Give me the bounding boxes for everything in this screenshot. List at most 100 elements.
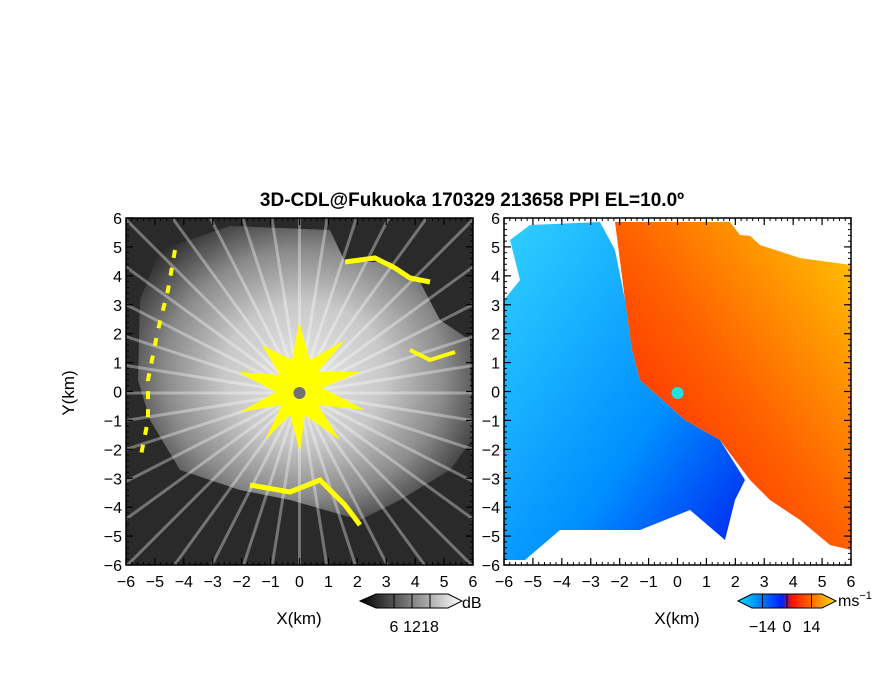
x-tick-label: 2 <box>731 574 740 591</box>
intensity-ray <box>298 391 473 484</box>
x-tick-label: 0 <box>673 574 682 591</box>
left-panel <box>126 218 473 565</box>
x-tick-label: 5 <box>440 574 449 591</box>
left-ylabel: Y(km) <box>59 370 78 415</box>
x-tick-label: 3 <box>382 574 391 591</box>
x-tick-label: 0 <box>295 574 304 591</box>
right-axes: −6 −5 −4 −3 −2 −1 0 1 2 3 4 5 6 6 5 4 3 2 1 0 −1 −2 −3 −4 −5 −6 <box>482 211 856 591</box>
intensity-ray <box>298 265 473 395</box>
colorbar-left: 6 12 18 dB <box>358 593 482 636</box>
y-tick-label: −5 <box>482 529 500 546</box>
intensity-ray <box>126 218 301 395</box>
intensity-ray <box>298 391 473 521</box>
x-tick-label: −6 <box>117 574 135 591</box>
colorbar-tick-label: 18 <box>421 619 439 636</box>
x-tick-label: −3 <box>582 574 600 591</box>
x-tick-label: 6 <box>847 574 856 591</box>
right-panel <box>504 218 851 565</box>
x-tick-label: −6 <box>495 574 513 591</box>
y-tick-label: −5 <box>104 529 122 546</box>
y-tick-label: 5 <box>491 240 500 257</box>
intensity-ray <box>298 392 357 565</box>
colorbar-tick-label: 0 <box>783 619 792 636</box>
colorbar-tick-label: −14 <box>749 619 776 636</box>
radar-center-right <box>671 387 684 399</box>
intensity-ray <box>210 392 301 565</box>
intensity-rays <box>126 218 473 565</box>
x-tick-label: −4 <box>553 574 571 591</box>
y-tick-label: −4 <box>104 500 122 517</box>
x-tick-label: 5 <box>818 574 827 591</box>
y-tick-label: 0 <box>491 385 500 402</box>
x-tick-label: −2 <box>233 574 251 591</box>
intensity-ray <box>126 391 301 484</box>
intensity-ray <box>242 392 301 565</box>
intensity-ray <box>298 392 389 565</box>
white-gap-top <box>735 222 851 265</box>
y-tick-label: 4 <box>113 269 122 286</box>
y-tick-label: 1 <box>491 356 500 373</box>
x-tick-label: 6 <box>469 574 478 591</box>
colorbar-right: −14 0 14 ms−1 <box>736 590 872 636</box>
yellow-edge-south <box>249 477 362 527</box>
x-tick-label: −3 <box>204 574 222 591</box>
y-tick-label: 2 <box>491 327 500 344</box>
y-tick-label: 2 <box>113 327 122 344</box>
y-tick-label: −4 <box>482 500 500 517</box>
intensity-ray <box>270 392 301 565</box>
colorbar-tick-label: 12 <box>403 619 421 636</box>
x-tick-label: 4 <box>789 574 798 591</box>
y-tick-label: −3 <box>104 471 122 488</box>
x-tick-label: 1 <box>702 574 711 591</box>
y-tick-label: −2 <box>104 442 122 459</box>
intensity-ray <box>298 218 358 394</box>
y-tick-label: 6 <box>491 211 500 228</box>
intensity-ray <box>126 265 301 395</box>
unit-exponent: −1 <box>859 590 872 602</box>
x-tick-label: 4 <box>411 574 420 591</box>
y-tick-label: −1 <box>482 413 500 430</box>
radar-center-left <box>293 387 306 399</box>
x-tick-label: −1 <box>261 574 279 591</box>
intensity-ray <box>126 391 300 422</box>
x-tick-label: −5 <box>524 574 542 591</box>
x-tick-label: −1 <box>639 574 657 591</box>
y-tick-label: −3 <box>482 471 500 488</box>
right-xlabel: X(km) <box>654 609 699 628</box>
yellow-edge-north <box>344 255 431 285</box>
colorbar-tick-label: 14 <box>803 619 821 636</box>
intensity-ray <box>126 302 301 395</box>
intensity-ray <box>299 364 473 395</box>
colorbar-left-unit: dB <box>462 595 482 612</box>
unit-base: ms <box>838 593 859 610</box>
yellow-edge-east <box>409 348 456 363</box>
x-tick-label: −5 <box>146 574 164 591</box>
intensity-ray <box>270 218 301 394</box>
x-tick-label: −4 <box>175 574 193 591</box>
left-axes: −6 −5 −4 −3 −2 −1 0 1 2 3 4 5 6 6 5 4 3 2 1 0 −1 −2 −3 −4 −5 −6 <box>104 211 478 591</box>
y-tick-label: 5 <box>113 240 122 257</box>
intensity-ray <box>298 218 391 394</box>
y-tick-label: 4 <box>491 269 500 286</box>
y-tick-label: 6 <box>113 211 122 228</box>
colorbar-tick-label: 6 <box>390 619 399 636</box>
y-tick-label: −1 <box>104 413 122 430</box>
velocity-positive-region <box>615 222 851 550</box>
y-tick-label: −6 <box>104 558 122 575</box>
y-tick-label: −2 <box>482 442 500 459</box>
y-tick-label: 3 <box>491 298 500 315</box>
y-tick-label: 1 <box>113 356 122 373</box>
intensity-ray <box>298 391 473 565</box>
x-tick-label: 3 <box>760 574 769 591</box>
intensity-ray <box>126 364 300 395</box>
x-tick-label: −2 <box>611 574 629 591</box>
intensity-ray <box>126 391 301 521</box>
x-tick-label: 2 <box>353 574 362 591</box>
axes-layer: −6 −5 −4 −3 −2 −1 0 1 2 3 4 5 66543210−1−2−3−4−5−6−6… <box>104 211 856 591</box>
y-tick-label: −6 <box>482 558 500 575</box>
colorbar-right-unit: ms−1 <box>838 590 872 610</box>
y-tick-label: 0 <box>113 385 122 402</box>
left-xlabel: X(km) <box>276 609 321 628</box>
figure-title: 3D-CDL@Fukuoka 170329 213658 PPI EL=10.0… <box>260 190 684 211</box>
